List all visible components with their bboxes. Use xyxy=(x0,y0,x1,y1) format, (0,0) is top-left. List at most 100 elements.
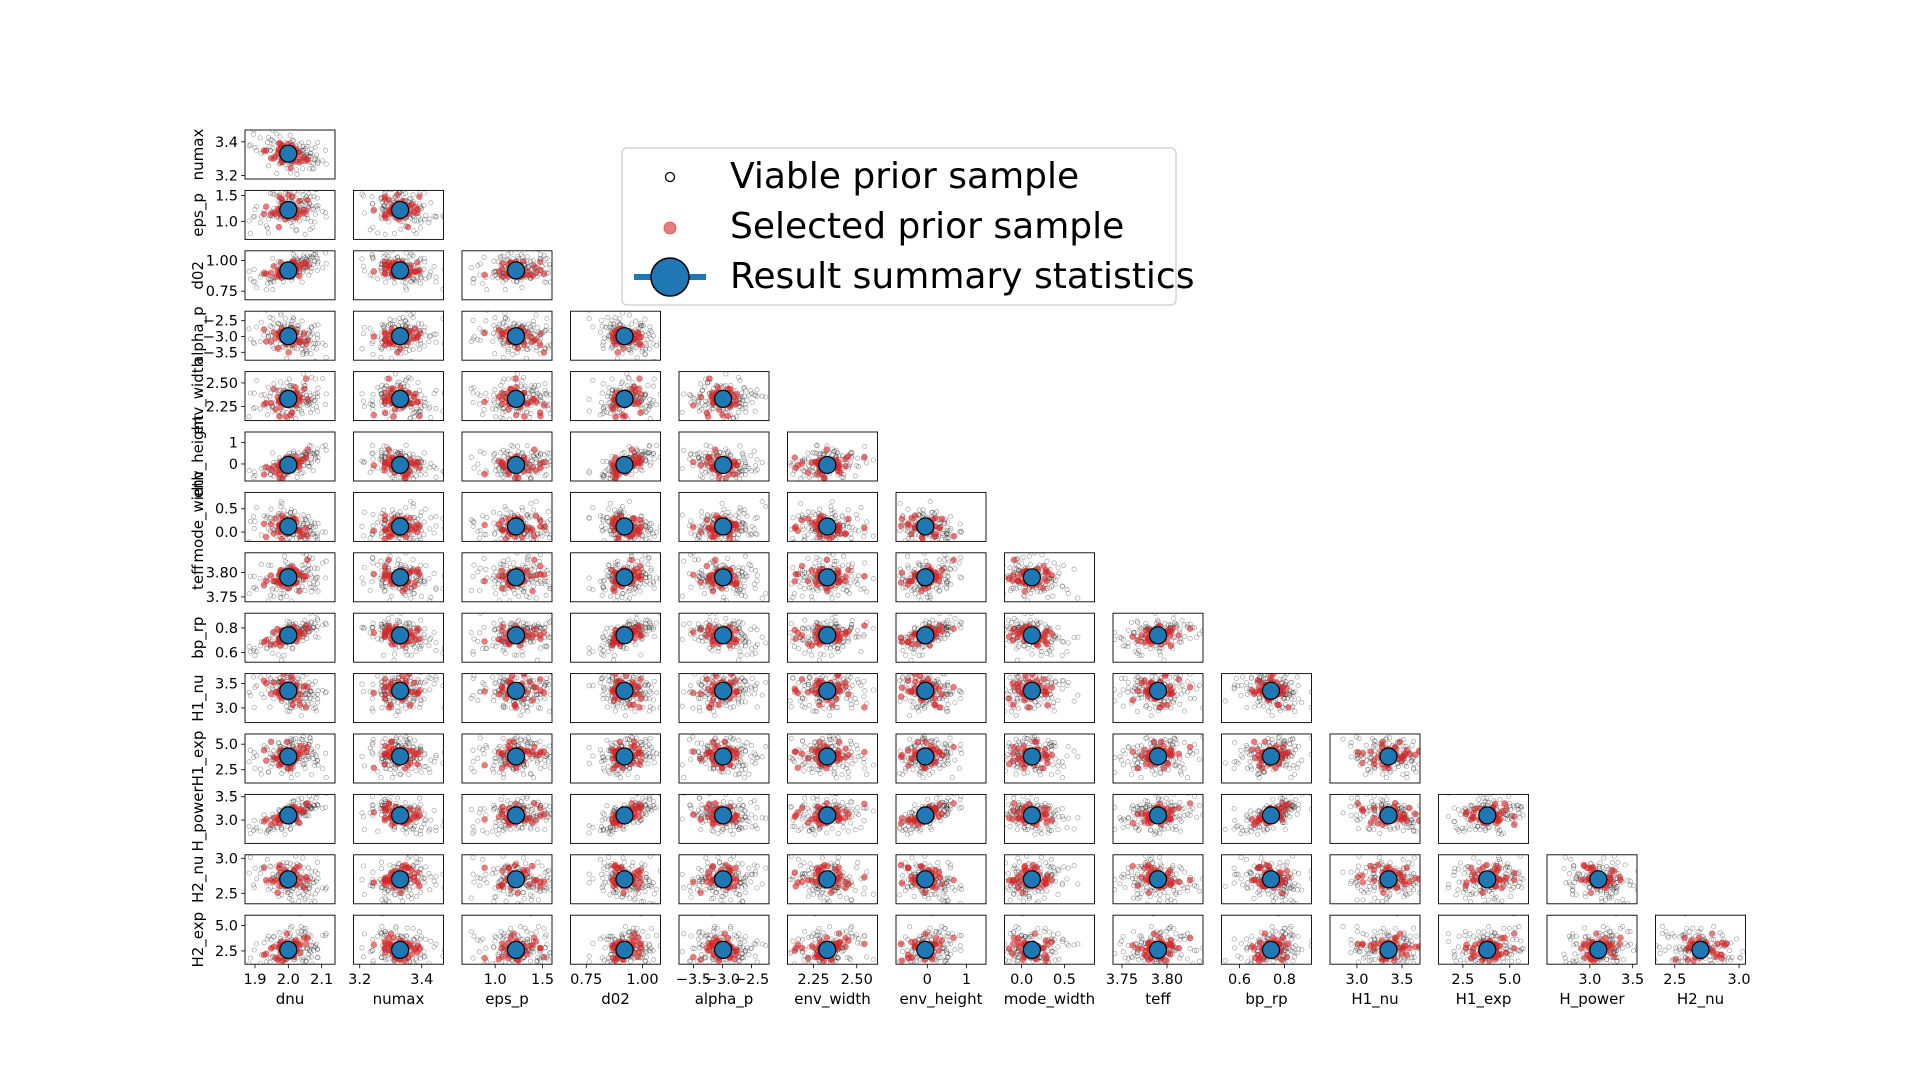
panel-frame xyxy=(244,310,336,361)
viable-point xyxy=(310,468,316,474)
selected-point xyxy=(731,458,738,465)
viable-point xyxy=(490,338,496,345)
points-alpha_p-vs-d02 xyxy=(586,311,661,361)
y-tick-label: 1.5 xyxy=(215,189,238,205)
viable-point xyxy=(433,274,439,280)
viable-point xyxy=(533,498,539,505)
selected-point xyxy=(609,335,617,342)
viable-point xyxy=(645,450,651,456)
viable-point xyxy=(618,380,625,386)
viable-point xyxy=(606,400,612,406)
selected-point xyxy=(704,454,712,461)
viable-point xyxy=(626,548,630,552)
viable-point xyxy=(312,251,318,257)
viable-point xyxy=(267,515,273,521)
y-tick-label: −3.0 xyxy=(203,329,238,345)
viable-point xyxy=(542,256,548,262)
viable-point xyxy=(650,340,656,346)
viable-point xyxy=(370,450,376,456)
viable-point xyxy=(427,272,433,278)
viable-point xyxy=(544,519,550,525)
viable-point xyxy=(375,230,381,236)
viable-point xyxy=(528,326,534,332)
viable-point xyxy=(536,392,542,398)
viable-point xyxy=(748,468,755,474)
viable-point xyxy=(490,269,497,275)
viable-point xyxy=(631,543,635,547)
viable-point xyxy=(264,412,271,418)
viable-point xyxy=(312,454,319,460)
viable-point xyxy=(532,455,538,461)
viable-point xyxy=(586,515,592,521)
viable-point xyxy=(403,287,410,293)
viable-point xyxy=(471,276,477,282)
panel-eps_p-vs-dnu: 1.01.5 xyxy=(215,189,336,240)
viable-point xyxy=(381,203,387,209)
selected-point xyxy=(288,193,296,201)
viable-point xyxy=(314,390,320,396)
selected-point xyxy=(300,456,308,463)
viable-point xyxy=(392,371,398,377)
viable-point xyxy=(648,402,654,409)
selected-point xyxy=(260,401,268,408)
selected-point xyxy=(630,514,637,522)
viable-point xyxy=(635,423,639,427)
viable-point xyxy=(607,480,611,481)
viable-point xyxy=(698,473,704,479)
panel-mode_width-vs-env_width xyxy=(787,491,878,542)
viable-point xyxy=(849,450,855,456)
selected-point xyxy=(704,413,712,420)
viable-point xyxy=(535,453,541,459)
viable-point xyxy=(313,203,319,209)
viable-point xyxy=(599,390,605,396)
viable-point xyxy=(314,161,320,167)
selected-point xyxy=(719,411,726,419)
selected-point xyxy=(635,456,642,463)
viable-point xyxy=(532,383,538,389)
viable-point xyxy=(287,132,293,138)
viable-point xyxy=(702,403,708,409)
viable-point xyxy=(799,523,806,529)
viable-point xyxy=(545,509,551,515)
selected-point xyxy=(370,527,378,535)
viable-point xyxy=(725,509,731,515)
viable-point xyxy=(428,269,434,275)
viable-point xyxy=(359,256,365,262)
selected-point xyxy=(402,474,409,481)
viable-point xyxy=(736,509,742,515)
viable-point xyxy=(263,223,269,229)
viable-point xyxy=(246,143,252,149)
viable-point xyxy=(753,392,759,398)
viable-point xyxy=(520,374,527,381)
viable-point xyxy=(543,390,549,396)
viable-point xyxy=(734,414,740,420)
viable-point xyxy=(548,392,552,398)
selected-point xyxy=(304,196,311,204)
viable-point xyxy=(730,416,737,421)
selected-point xyxy=(260,326,268,333)
viable-point xyxy=(309,531,316,537)
viable-point xyxy=(716,480,720,481)
viable-point xyxy=(433,406,439,412)
viable-point xyxy=(542,328,548,334)
viable-point xyxy=(433,387,439,393)
viable-point xyxy=(315,520,321,527)
viable-point xyxy=(415,379,421,385)
viable-point xyxy=(739,528,745,534)
viable-point xyxy=(648,526,654,532)
viable-point xyxy=(410,410,416,416)
viable-point xyxy=(646,531,652,537)
panel-env_height-vs-eps_p xyxy=(461,431,553,482)
viable-point xyxy=(590,324,596,330)
viable-point xyxy=(263,515,269,521)
viable-point xyxy=(247,390,253,396)
viable-point xyxy=(268,137,274,143)
viable-point xyxy=(650,451,656,457)
viable-point xyxy=(475,391,481,397)
viable-point xyxy=(530,330,536,336)
viable-point xyxy=(637,322,643,328)
selected-point xyxy=(540,402,548,409)
viable-point xyxy=(646,346,652,352)
viable-point xyxy=(719,500,725,507)
selected-point xyxy=(724,412,732,420)
